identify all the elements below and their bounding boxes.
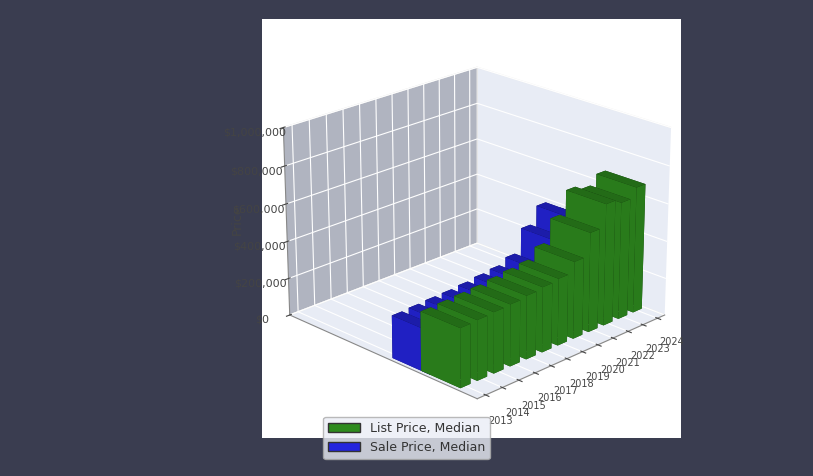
Legend: List Price, Median, Sale Price, Median: List Price, Median, Sale Price, Median [324,417,489,459]
Text: Price: Price [230,205,243,236]
